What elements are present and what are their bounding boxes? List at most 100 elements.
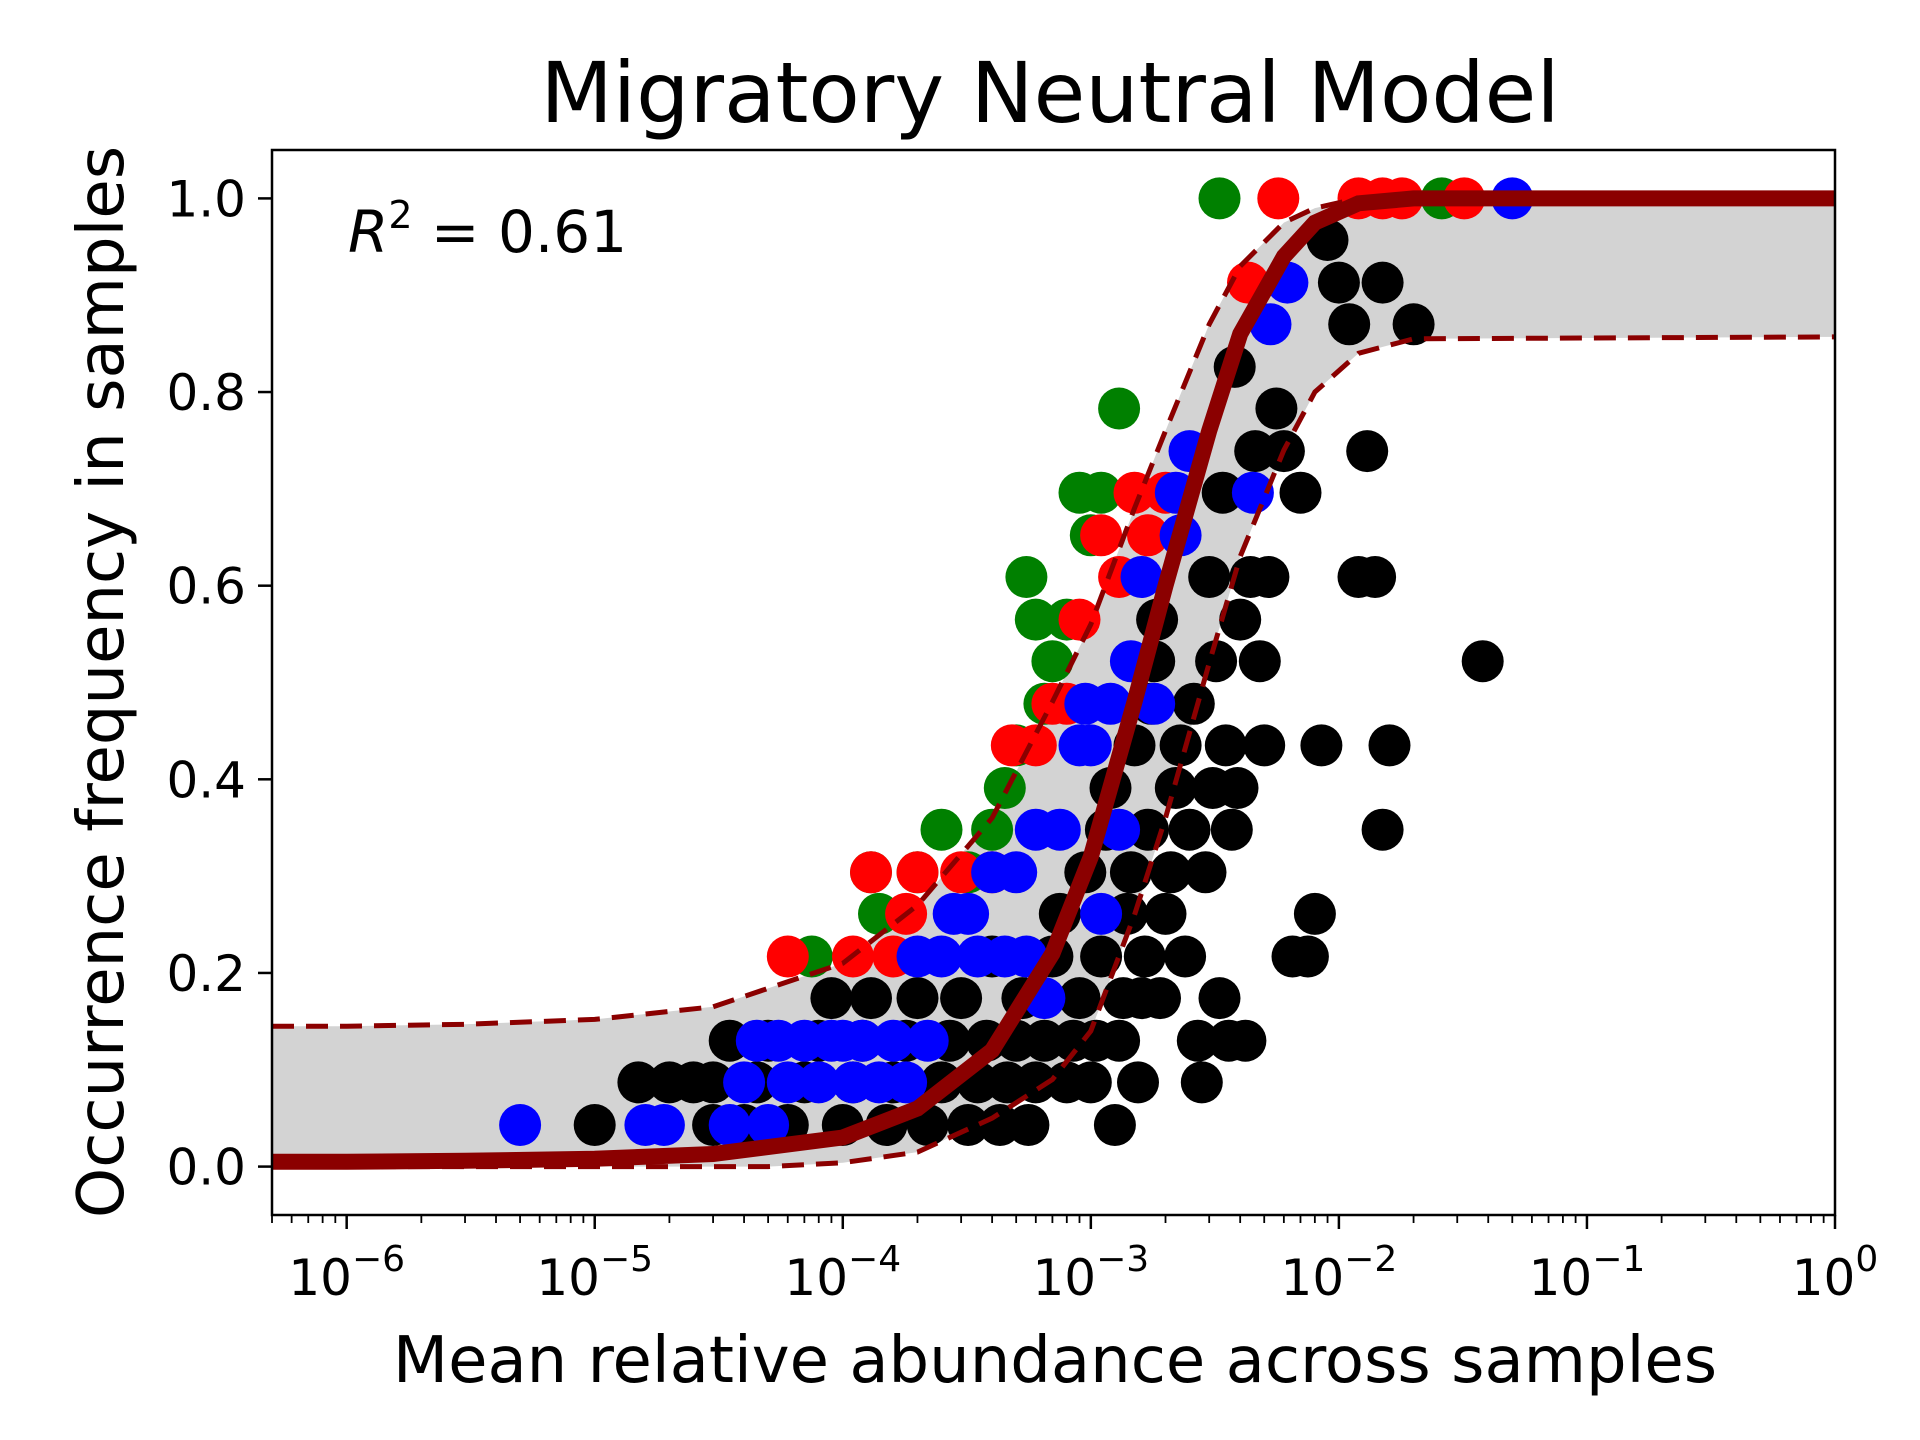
y-tick-label-4: 0.8 — [166, 364, 246, 422]
data-point-s0-100 — [1346, 430, 1389, 473]
data-point-s1-16 — [1080, 471, 1123, 514]
data-point-s3-22 — [947, 892, 990, 935]
data-point-s0-67 — [1168, 808, 1211, 851]
data-point-s0-25 — [940, 977, 983, 1020]
data-point-s0-95 — [1300, 724, 1343, 767]
data-point-s0-83 — [1224, 1019, 1267, 1062]
data-point-s3-34 — [1080, 892, 1123, 935]
data-point-s0-45 — [1080, 935, 1123, 978]
data-point-s3-19 — [906, 1019, 949, 1062]
x-tick-label-0: 10−6 — [288, 1239, 405, 1307]
y-tick-label-3: 0.6 — [166, 558, 246, 616]
data-point-s2-0 — [766, 935, 809, 978]
data-point-s0-13 — [810, 977, 853, 1020]
data-point-s0-76 — [1201, 471, 1244, 514]
data-point-s0-89 — [1255, 387, 1298, 430]
data-point-s0-43 — [1069, 1061, 1112, 1104]
data-point-s3-35 — [1089, 682, 1132, 725]
data-point-s3-14 — [841, 1019, 884, 1062]
x-axis-label: Mean relative abundance across samples — [393, 1324, 1717, 1398]
data-point-s3-33 — [1069, 724, 1112, 767]
data-point-s2-2 — [850, 851, 892, 894]
r-superscript: 2 — [388, 193, 412, 237]
data-point-s0-1 — [617, 1061, 660, 1104]
x-tick-label-5: 10−1 — [1529, 1239, 1646, 1307]
data-point-s1-7 — [983, 767, 1026, 809]
data-point-s3-20 — [920, 935, 963, 978]
data-point-s0-98 — [1328, 303, 1371, 346]
data-point-s0-103 — [1361, 808, 1404, 851]
data-point-s0-72 — [1188, 556, 1231, 598]
data-point-s3-43 — [1231, 471, 1274, 514]
data-point-s2-13 — [1080, 514, 1123, 557]
prediction-interval-band — [272, 198, 1835, 1167]
data-point-s1-6 — [971, 808, 1014, 851]
data-point-s2-6 — [940, 851, 983, 894]
data-point-s1-4 — [920, 808, 963, 851]
data-point-s0-94 — [1293, 892, 1336, 935]
data-point-s0-21 — [896, 977, 939, 1020]
data-point-s1-12 — [1031, 640, 1074, 683]
plot-frame — [270, 148, 1837, 1217]
plot-area — [272, 177, 1835, 1170]
data-point-s0-41 — [1058, 977, 1101, 1020]
data-point-s0-0 — [573, 1104, 616, 1146]
y-tick-label-0: 0.0 — [166, 1139, 246, 1197]
data-point-s0-97 — [1317, 261, 1360, 304]
data-point-s0-81 — [1216, 767, 1259, 809]
data-point-s2-16 — [1127, 514, 1169, 557]
y-tick-label-5: 1.0 — [166, 170, 246, 228]
data-point-s0-56 — [1123, 935, 1166, 978]
data-point-s0-85 — [1234, 430, 1277, 473]
data-point-s3-38 — [1120, 556, 1163, 598]
data-point-s3-8 — [766, 1061, 809, 1104]
data-point-s0-48 — [1093, 1104, 1136, 1146]
data-point-s2-12 — [1058, 598, 1101, 641]
data-point-s0-36 — [1023, 1019, 1066, 1062]
data-point-s0-64 — [1154, 767, 1197, 809]
data-point-s1-18 — [1198, 177, 1241, 220]
data-point-s0-77 — [1204, 724, 1247, 767]
data-point-s0-104 — [1368, 724, 1411, 767]
y-tick-label-1: 0.2 — [166, 945, 246, 1003]
data-point-s0-88 — [1247, 556, 1290, 598]
data-point-s0-106 — [1461, 640, 1504, 683]
x-tick-label-2: 10−4 — [784, 1239, 901, 1307]
data-point-s2-5 — [896, 851, 939, 894]
data-point-s3-16 — [872, 1019, 915, 1062]
y-axis: 0.0 0.2 0.4 0.6 0.8 1.0 — [166, 170, 272, 1197]
data-point-s3-2 — [642, 1104, 685, 1146]
data-point-s0-75 — [1198, 977, 1241, 1020]
data-point-s0-66 — [1164, 935, 1207, 978]
data-point-s0-101 — [1354, 556, 1397, 598]
data-point-s0-52 — [1109, 851, 1152, 894]
data-point-s3-3 — [708, 1104, 751, 1146]
x-tick-label-4: 10−2 — [1281, 1239, 1398, 1307]
data-point-s0-17 — [850, 977, 892, 1020]
data-point-s0-54 — [1117, 1061, 1159, 1104]
data-point-s0-62 — [1144, 892, 1187, 935]
lower-bound-line — [272, 334, 1835, 1170]
chart-title: Migratory Neutral Model — [540, 44, 1559, 142]
y-tick-label-2: 0.4 — [166, 751, 246, 809]
x-tick-label-6: 100 — [1792, 1239, 1879, 1307]
data-point-s1-17 — [1098, 387, 1141, 430]
x-tick-label-1: 10−5 — [536, 1239, 653, 1307]
data-point-s0-92 — [1279, 471, 1322, 514]
data-point-s0-68 — [1172, 682, 1215, 725]
x-axis: 10−6 10−5 10−4 10−3 10−2 10−1 100 — [271, 1215, 1879, 1307]
data-point-s0-49 — [1098, 1019, 1141, 1062]
upper-bound-line — [272, 195, 1835, 1029]
data-point-s0-105 — [1392, 303, 1435, 346]
data-point-s3-10 — [797, 1061, 840, 1104]
data-point-s0-79 — [1210, 808, 1253, 851]
r-squared-value: = 0.61 — [413, 198, 628, 266]
data-point-s1-10 — [1014, 598, 1057, 641]
data-point-s3-17 — [885, 1061, 928, 1104]
neutral-model-fit-line — [272, 190, 1835, 1170]
data-point-s0-61 — [1139, 977, 1181, 1020]
data-point-s3-4 — [723, 1061, 766, 1104]
data-point-s0-5 — [692, 1061, 735, 1104]
data-point-s0-69 — [1176, 1019, 1219, 1062]
